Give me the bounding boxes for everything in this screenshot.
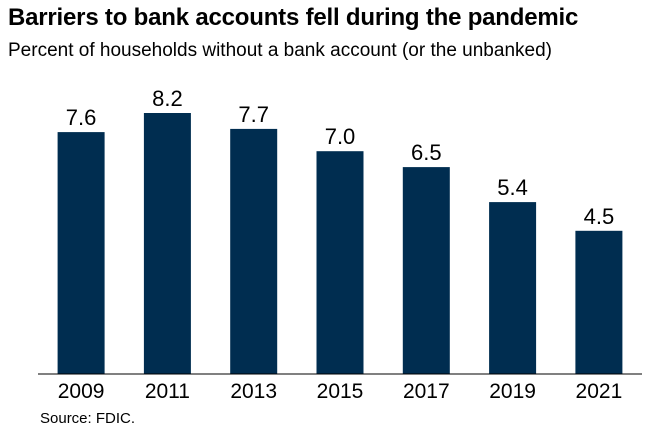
value-label-2021: 4.5	[584, 204, 615, 229]
category-labels-group: 2009 2011 2013 2015 2017 2019 2021	[58, 380, 623, 403]
bar-2015	[316, 151, 364, 374]
value-labels-group: 7.6 8.2 7.7 7.0 6.5 5.4 4.5	[66, 86, 614, 229]
value-label-2019: 5.4	[497, 175, 528, 200]
source-note: Source: FDIC.	[40, 410, 136, 427]
value-label-2013: 7.7	[238, 102, 269, 127]
category-label-2013: 2013	[230, 380, 277, 403]
chart-subtitle: Percent of households without a bank acc…	[8, 40, 552, 61]
bar-2011	[143, 113, 191, 374]
bar-2019	[489, 202, 537, 374]
bars-group	[57, 113, 623, 374]
category-label-2015: 2015	[317, 380, 364, 403]
bar-2013	[230, 128, 278, 374]
value-label-2011: 8.2	[152, 86, 183, 111]
chart-title: Barriers to bank accounts fell during th…	[8, 4, 579, 31]
category-label-2011: 2011	[145, 380, 190, 403]
bar-2009	[57, 132, 105, 374]
value-label-2009: 7.6	[66, 105, 97, 130]
value-label-2015: 7.0	[325, 124, 356, 149]
category-label-2017: 2017	[403, 380, 450, 403]
category-label-2009: 2009	[58, 380, 105, 403]
bar-2017	[402, 167, 450, 374]
value-label-2017: 6.5	[411, 140, 442, 165]
category-label-2021: 2021	[576, 380, 623, 403]
category-label-2019: 2019	[489, 380, 536, 403]
bar-2021	[575, 230, 623, 374]
